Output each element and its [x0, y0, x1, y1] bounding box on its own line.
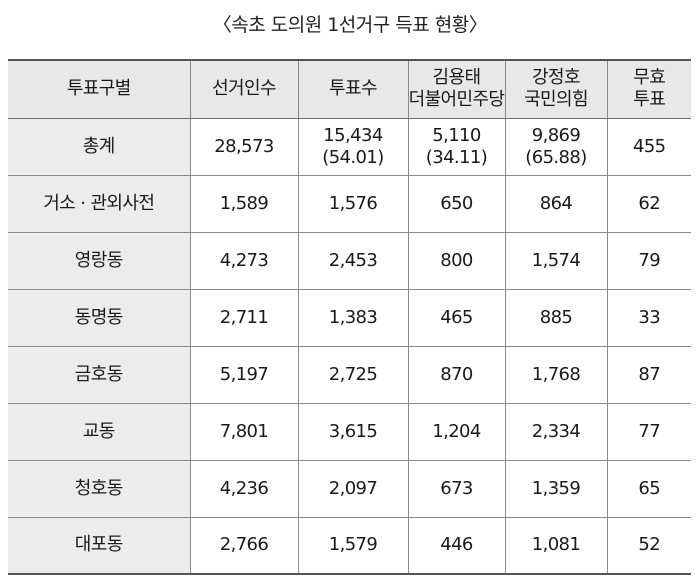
total-votes: 15,434 (54.01) [298, 118, 409, 176]
kang-cell: 1,081 [505, 517, 608, 575]
header-invalid: 무효 투표 [607, 59, 691, 119]
kang-cell: 885 [505, 289, 608, 347]
invalid-cell: 62 [607, 175, 691, 233]
total-kim-count: 5,110 [432, 124, 481, 146]
total-electors: 28,573 [190, 118, 299, 176]
invalid-cell: 79 [607, 232, 691, 290]
kang-cell: 1,768 [505, 346, 608, 404]
votes-cell: 2,097 [298, 460, 409, 518]
header-electors: 선거인수 [190, 59, 299, 119]
votes-cell: 1,576 [298, 175, 409, 233]
total-kim: 5,110 (34.11) [408, 118, 506, 176]
electors-cell: 2,711 [190, 289, 299, 347]
electors-cell: 4,273 [190, 232, 299, 290]
header-row: 투표구별 선거인수 투표수 김용태 더불어민주당 강정호 국민의힘 무효 투표 [8, 59, 691, 119]
kang-cell: 1,359 [505, 460, 608, 518]
kim-cell: 800 [408, 232, 506, 290]
table-row: 금호동 5,197 2,725 870 1,768 87 [8, 346, 691, 404]
total-kang: 9,869 (65.88) [505, 118, 608, 176]
header-votes: 투표수 [298, 59, 409, 119]
precinct-name: 동명동 [8, 289, 191, 347]
total-row: 총계 28,573 15,434 (54.01) 5,110 (34.11) 9… [8, 118, 691, 176]
electors-cell: 7,801 [190, 403, 299, 461]
kim-cell: 673 [408, 460, 506, 518]
votes-cell: 3,615 [298, 403, 409, 461]
kang-cell: 2,334 [505, 403, 608, 461]
votes-cell: 2,453 [298, 232, 409, 290]
kim-cell: 870 [408, 346, 506, 404]
precinct-name: 대포동 [8, 517, 191, 575]
electors-cell: 5,197 [190, 346, 299, 404]
header-candidate-kim: 김용태 더불어민주당 [408, 59, 506, 119]
invalid-cell: 87 [607, 346, 691, 404]
header-kang-party: 국민의힘 [524, 89, 588, 111]
total-kang-count: 9,869 [531, 124, 581, 146]
electors-cell: 2,766 [190, 517, 299, 575]
header-precinct: 투표구별 [8, 59, 191, 119]
total-invalid: 455 [607, 118, 691, 176]
invalid-cell: 33 [607, 289, 691, 347]
kim-cell: 446 [408, 517, 506, 575]
table-row: 청호동 4,236 2,097 673 1,359 65 [8, 460, 691, 518]
electors-cell: 4,236 [190, 460, 299, 518]
total-votes-count: 15,434 [323, 124, 383, 146]
table-title: 〈속초 도의원 1선거구 득표 현황〉 [212, 14, 488, 36]
kang-cell: 1,574 [505, 232, 608, 290]
precinct-name: 금호동 [8, 346, 191, 404]
votes-cell: 2,725 [298, 346, 409, 404]
header-invalid-line2: 투표 [633, 89, 666, 111]
precinct-name: 청호동 [8, 460, 191, 518]
kim-cell: 1,204 [408, 403, 506, 461]
header-kim-party: 더불어민주당 [408, 89, 505, 111]
table-row: 영랑동 4,273 2,453 800 1,574 79 [8, 232, 691, 290]
precinct-name: 영랑동 [8, 232, 191, 290]
header-candidate-kang: 강정호 국민의힘 [505, 59, 608, 119]
precinct-name: 거소 · 관외사전 [8, 175, 191, 233]
votes-cell: 1,579 [298, 517, 409, 575]
votes-cell: 1,383 [298, 289, 409, 347]
invalid-cell: 77 [607, 403, 691, 461]
header-invalid-line1: 무효 [633, 67, 666, 89]
precinct-name: 교동 [8, 403, 191, 461]
kim-cell: 465 [408, 289, 506, 347]
total-name: 총계 [8, 118, 191, 176]
electors-cell: 1,589 [190, 175, 299, 233]
invalid-cell: 52 [607, 517, 691, 575]
table-row: 대포동 2,766 1,579 446 1,081 52 [8, 517, 691, 575]
kim-cell: 650 [408, 175, 506, 233]
table-row: 동명동 2,711 1,383 465 885 33 [8, 289, 691, 347]
invalid-cell: 65 [607, 460, 691, 518]
table-row: 교동 7,801 3,615 1,204 2,334 77 [8, 403, 691, 461]
header-kim-name: 김용태 [432, 67, 481, 89]
table-row: 거소 · 관외사전 1,589 1,576 650 864 62 [8, 175, 691, 233]
total-votes-rate: (54.01) [322, 146, 384, 168]
total-kang-rate: (65.88) [525, 146, 587, 168]
total-kim-rate: (34.11) [425, 146, 488, 168]
kang-cell: 864 [505, 175, 608, 233]
header-kang-name: 강정호 [532, 67, 580, 89]
vote-table: 투표구별 선거인수 투표수 김용태 더불어민주당 강정호 국민의힘 무효 투표 … [8, 59, 691, 575]
